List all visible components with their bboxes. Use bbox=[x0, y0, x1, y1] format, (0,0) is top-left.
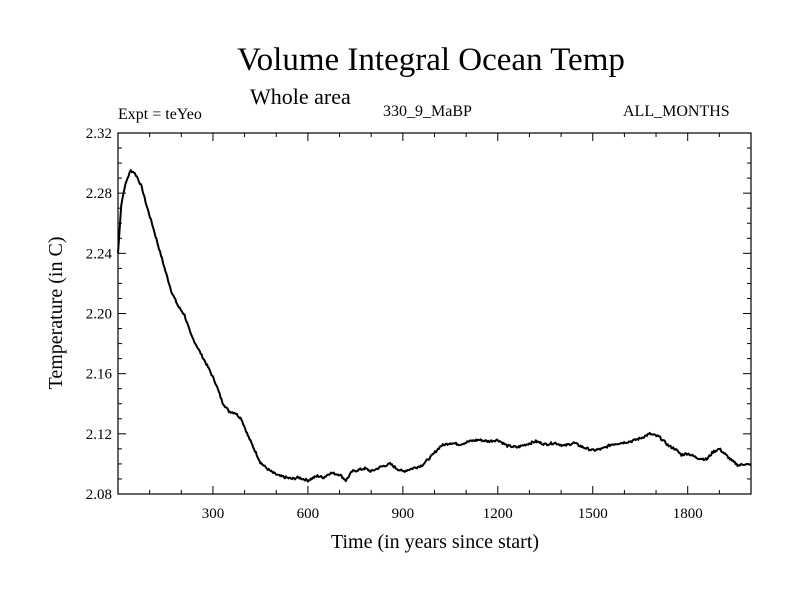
x-tick-label: 1500 bbox=[578, 506, 608, 522]
x-tick-label: 1800 bbox=[673, 506, 703, 522]
x-tick-label: 600 bbox=[297, 506, 320, 522]
x-tick-label: 900 bbox=[392, 506, 415, 522]
experiment-label: Expt = teYeo bbox=[118, 106, 202, 123]
y-tick-label: 2.32 bbox=[86, 126, 112, 142]
y-tick-label: 2.12 bbox=[86, 427, 112, 443]
x-axis-label: Time (in years since start) bbox=[331, 531, 539, 553]
run-label: 330_9_MaBP bbox=[383, 103, 472, 120]
tick-labels: 300 600 900 1200 1500 1800 2.08 2.12 2.16 2.20 2.2… bbox=[86, 126, 703, 522]
series-line bbox=[117, 169, 752, 483]
x-tick-label: 1200 bbox=[483, 506, 513, 522]
y-tick-label: 2.20 bbox=[86, 307, 112, 323]
y-tick-label: 2.16 bbox=[86, 367, 113, 383]
y-tick-label: 2.28 bbox=[86, 186, 112, 202]
y-axis-label: Temperature (in C) bbox=[45, 237, 67, 390]
y-tick-label: 2.24 bbox=[86, 246, 113, 262]
chart-subtitle: Whole area bbox=[250, 84, 351, 109]
chart-title: Volume Integral Ocean Temp bbox=[237, 42, 625, 78]
tick-marks bbox=[118, 133, 751, 494]
y-tick-label: 2.08 bbox=[86, 487, 112, 503]
x-tick-label: 300 bbox=[202, 506, 225, 522]
months-label: ALL_MONTHS bbox=[623, 103, 730, 120]
plot-frame bbox=[117, 132, 752, 495]
